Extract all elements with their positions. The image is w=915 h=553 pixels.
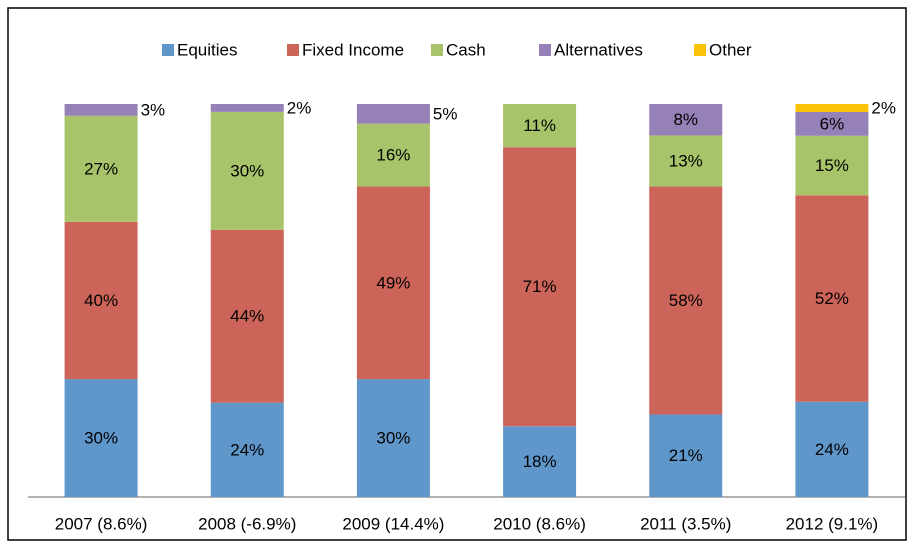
bar-segment (64, 104, 138, 116)
data-label: 58% (669, 291, 703, 310)
data-label: 44% (230, 307, 264, 326)
data-label: 6% (820, 114, 845, 133)
data-label: 24% (230, 440, 264, 459)
bar-segment (64, 221, 138, 380)
data-label: 71% (523, 277, 557, 296)
legend-label: Equities (177, 40, 237, 59)
legend-label: Fixed Income (302, 40, 404, 59)
legend-swatch (162, 44, 174, 56)
data-label: 27% (84, 159, 118, 178)
bar-segment (503, 147, 577, 427)
bar-segment (649, 135, 723, 187)
data-label: 21% (669, 446, 703, 465)
x-tick-label: 2007 (8.6%) (55, 514, 148, 533)
data-label: 30% (230, 161, 264, 180)
chart-frame (7, 7, 907, 541)
bar-segment (356, 104, 430, 124)
bar-segment (356, 379, 430, 497)
bar-segment (64, 379, 138, 497)
bar-segment (795, 195, 869, 402)
data-label: 11% (523, 116, 556, 135)
bar-segment (795, 111, 869, 136)
bar-segment (356, 186, 430, 380)
x-tick-label: 2008 (-6.9%) (198, 514, 296, 533)
bar-segment (210, 402, 284, 497)
bar-segment (795, 401, 869, 497)
data-label: 40% (84, 291, 118, 310)
data-label: 8% (673, 110, 698, 129)
data-label: 2% (287, 98, 312, 117)
data-label: 24% (815, 440, 849, 459)
x-tick-label: 2010 (8.6%) (493, 514, 586, 533)
data-label: 18% (523, 452, 557, 471)
data-label: 49% (376, 273, 410, 292)
bar-segment (210, 229, 284, 403)
data-label: 52% (815, 289, 849, 308)
bar-segment (649, 414, 723, 497)
bar-segment (210, 104, 284, 112)
legend-label: Alternatives (554, 40, 643, 59)
x-tick-label: 2012 (9.1%) (786, 514, 879, 533)
data-label: 2% (871, 98, 896, 117)
bar-segment (503, 426, 577, 497)
bar-segment (64, 115, 138, 222)
bar-segment (503, 104, 577, 148)
data-label: 3% (141, 100, 166, 119)
legend-swatch (287, 44, 299, 56)
data-label: 16% (376, 146, 410, 165)
legend-swatch (539, 44, 551, 56)
data-label: 30% (376, 429, 410, 448)
bar-segment (210, 111, 284, 230)
legend-label: Cash (446, 40, 486, 59)
bar-segment (356, 123, 430, 187)
bar-segment (795, 135, 869, 196)
legend-swatch (694, 44, 706, 56)
bar-segment (795, 104, 869, 112)
x-tick-label: 2011 (3.5%) (640, 514, 731, 533)
legend-swatch (431, 44, 443, 56)
data-label: 13% (669, 151, 703, 170)
bar-segment (649, 186, 723, 415)
x-tick-label: 2009 (14.4%) (342, 514, 444, 533)
data-label: 30% (84, 429, 118, 448)
data-label: 15% (815, 156, 849, 175)
data-label: 5% (433, 104, 458, 123)
bar-segment (649, 104, 723, 136)
legend-label: Other (709, 40, 752, 59)
